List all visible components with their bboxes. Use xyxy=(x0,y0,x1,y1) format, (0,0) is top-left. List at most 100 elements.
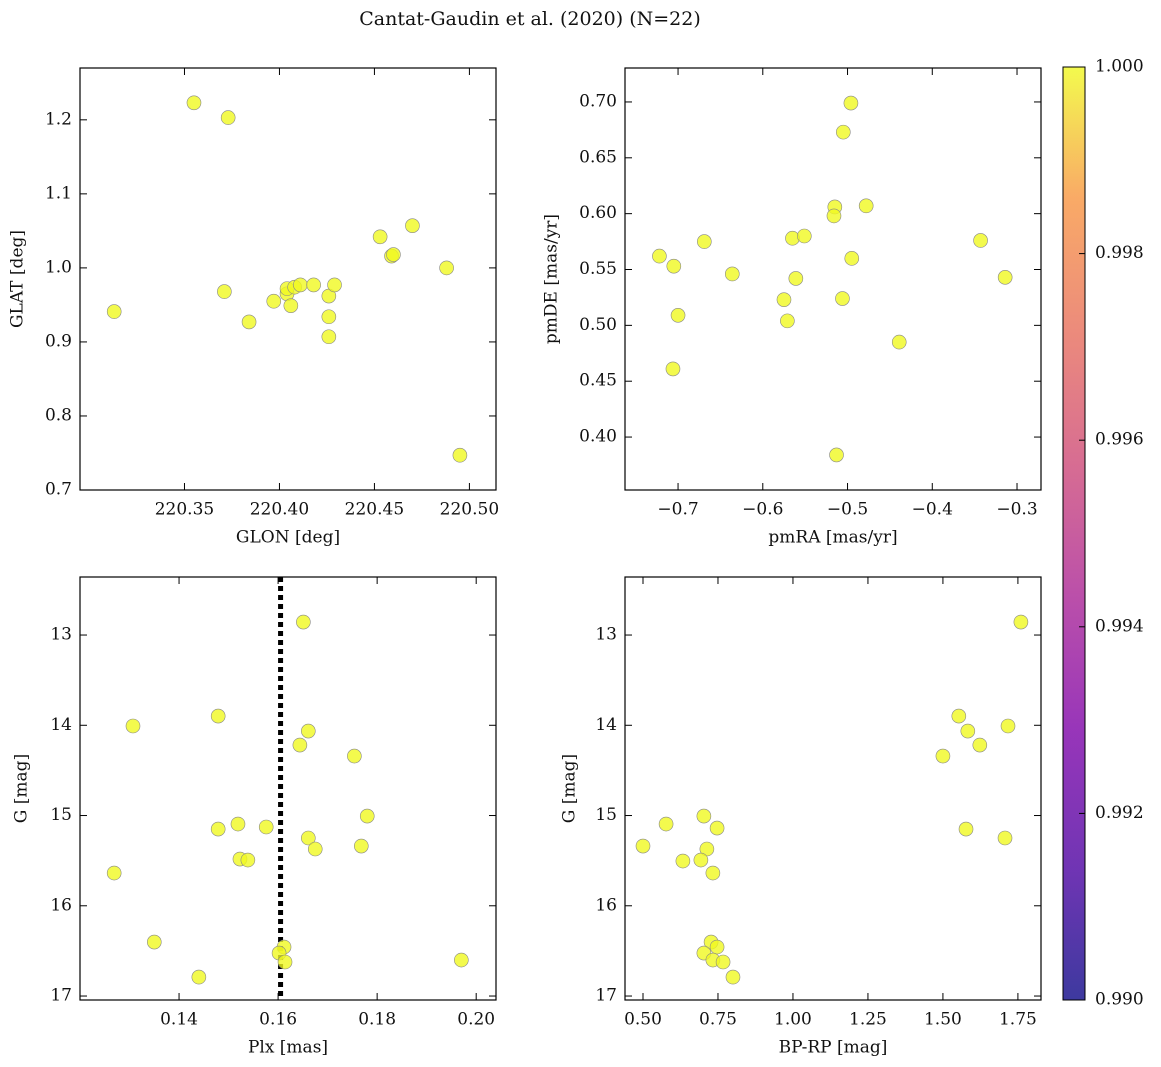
scatter-point xyxy=(372,229,388,245)
x-tick-label: 1.75 xyxy=(999,1010,1037,1030)
y-tick-label: 13 xyxy=(50,625,72,645)
x-tick-label: 220.35 xyxy=(155,500,214,520)
scatter-point xyxy=(725,969,741,985)
scatter-point xyxy=(696,808,712,824)
colorbar-tick-label: 0.996 xyxy=(1095,430,1144,450)
scatter-point xyxy=(958,821,974,837)
scatter-point xyxy=(296,614,311,630)
scatter-point xyxy=(220,110,236,125)
scatter-point xyxy=(186,95,202,111)
x-tick-label: −0.3 xyxy=(996,500,1037,520)
y-axis-label: pmDE [mas/yr] xyxy=(542,214,562,344)
y-tick-label: 17 xyxy=(595,986,617,1006)
scatter-point xyxy=(835,124,851,140)
scatter-point xyxy=(693,852,709,868)
scatter-point xyxy=(960,723,976,739)
y-tick-label: 15 xyxy=(595,805,617,825)
y-tick-label: 14 xyxy=(50,715,72,735)
scatter-point xyxy=(665,361,681,377)
scatter-point xyxy=(715,954,731,970)
scatter-point xyxy=(439,260,454,276)
scatter-point xyxy=(347,748,362,764)
colorbar-tick-label: 0.994 xyxy=(1095,616,1144,636)
scatter-point xyxy=(724,266,740,282)
y-tick-label: 0.50 xyxy=(579,315,617,335)
scatter-point xyxy=(405,218,420,233)
scatter-point xyxy=(258,819,274,835)
scatter-point xyxy=(321,329,337,345)
x-tick-label: 1.50 xyxy=(924,1010,962,1030)
x-tick-label: 0.75 xyxy=(699,1010,737,1030)
y-tick-label: 0.40 xyxy=(579,427,617,447)
y-tick-label: 1.1 xyxy=(45,183,72,203)
colorbar-tick-label: 0.992 xyxy=(1095,803,1144,823)
scatter-point xyxy=(452,447,468,463)
y-tick-label: 17 xyxy=(50,986,72,1006)
x-axis-label: BP-RP [mag] xyxy=(779,1038,888,1058)
scatter-point xyxy=(785,230,800,246)
x-tick-label: 0.20 xyxy=(457,1010,495,1030)
scatter-point xyxy=(359,808,375,824)
x-tick-label: 0.16 xyxy=(259,1010,297,1030)
scatter-point xyxy=(106,865,122,881)
y-tick-label: 0.45 xyxy=(579,371,617,391)
x-tick-label: 220.40 xyxy=(250,500,309,520)
scatter-point xyxy=(1000,718,1016,734)
y-tick-label: 0.7 xyxy=(45,480,72,500)
x-axis-label: GLON [deg] xyxy=(236,528,340,548)
x-axis-label: Plx [mas] xyxy=(248,1038,328,1058)
scatter-point xyxy=(1013,614,1029,630)
x-tick-label: −0.5 xyxy=(827,500,868,520)
x-tick-label: 0.18 xyxy=(358,1010,396,1030)
scatter-point xyxy=(146,934,162,950)
x-tick-label: −0.6 xyxy=(742,500,783,520)
scatter-point xyxy=(797,228,812,244)
scatter-point xyxy=(788,271,804,286)
x-tick-label: 0.14 xyxy=(160,1010,198,1030)
scatter-point xyxy=(125,718,141,734)
scatter-point xyxy=(306,277,321,293)
y-tick-label: 0.9 xyxy=(45,331,72,351)
scatter-point xyxy=(858,198,874,214)
y-tick-label: 14 xyxy=(595,715,617,735)
x-tick-label: 220.50 xyxy=(440,500,499,520)
scatter-point xyxy=(321,309,337,325)
scatter-point xyxy=(635,838,651,854)
scatter-point xyxy=(826,208,842,224)
scatter-point xyxy=(210,821,226,837)
scatter-point xyxy=(292,737,308,753)
scatter-point xyxy=(935,748,951,764)
scatter-point xyxy=(301,723,316,739)
scatter-point xyxy=(283,298,299,313)
scatter-point xyxy=(241,314,257,330)
scatter-point xyxy=(210,708,226,724)
scatter-point xyxy=(191,969,207,985)
y-tick-label: 16 xyxy=(50,895,72,915)
x-axis-label: pmRA [mas/yr] xyxy=(768,528,897,548)
scatter-point xyxy=(951,708,967,724)
x-tick-label: −0.7 xyxy=(657,500,698,520)
colorbar-tick-label: 0.990 xyxy=(1095,990,1144,1010)
scatter-point xyxy=(705,865,721,881)
x-tick-label: 1.25 xyxy=(849,1010,887,1030)
x-tick-label: −0.4 xyxy=(912,500,953,520)
axes-frame xyxy=(79,67,497,491)
scatter-point xyxy=(709,939,725,955)
y-tick-label: 1.2 xyxy=(45,109,72,129)
axes-frame xyxy=(624,67,1042,491)
scatter-point xyxy=(972,737,988,753)
y-tick-label: 0.65 xyxy=(579,147,617,167)
y-tick-label: 0.55 xyxy=(579,259,617,279)
scatter-point xyxy=(277,954,293,970)
x-tick-label: 0.50 xyxy=(624,1010,662,1030)
scatter-point xyxy=(697,234,712,249)
scatter-point xyxy=(835,291,850,306)
axes-frame xyxy=(624,576,1042,1001)
scatter-point xyxy=(844,251,860,266)
scatter-point xyxy=(301,830,316,846)
scatter-point xyxy=(997,270,1013,285)
y-axis-label: G [mag] xyxy=(560,754,580,823)
y-tick-label: 0.70 xyxy=(579,91,617,111)
figure-title: Cantat-Gaudin et al. (2020) (N=22) xyxy=(359,8,701,30)
